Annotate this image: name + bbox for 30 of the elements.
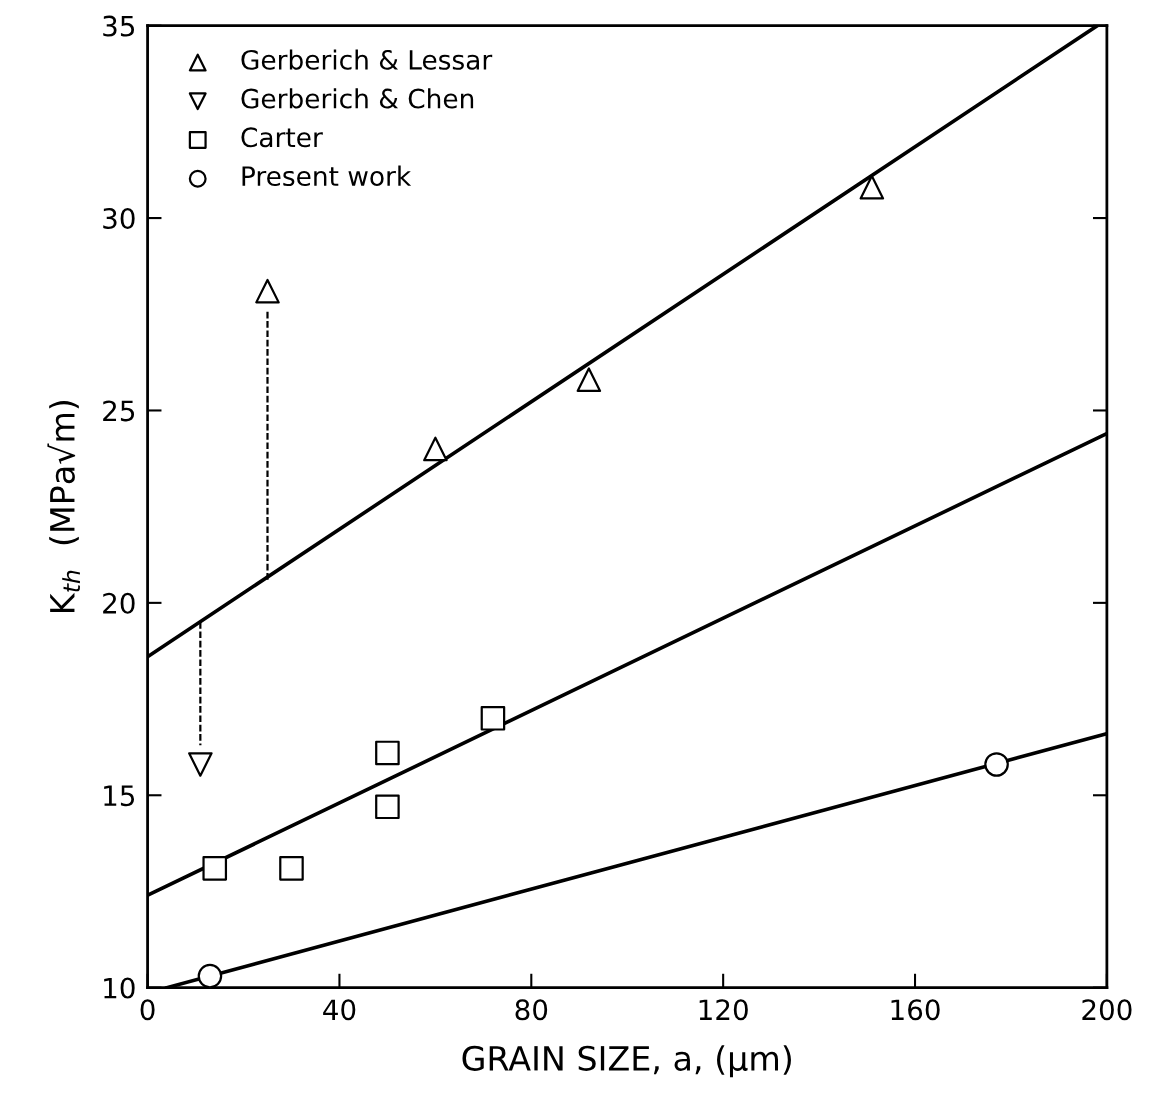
point — [188, 752, 213, 777]
point — [202, 856, 228, 881]
x-axis-title: GRAIN SIZE, a, (μm) — [462, 1045, 791, 1078]
x-tick-label: 200 — [1082, 999, 1132, 1021]
y-tick-label: 20 — [103, 592, 135, 614]
y-axis-title: K$_{th}$ (MPa√m) — [47, 400, 80, 613]
point — [423, 436, 448, 462]
point — [197, 963, 223, 988]
legend-label: Carter — [241, 127, 323, 148]
x-tick-label: 40 — [323, 999, 356, 1021]
point — [255, 278, 280, 304]
point — [279, 856, 304, 881]
point — [375, 740, 400, 766]
legend-label: Gerberich & Lessar — [241, 49, 493, 70]
point — [859, 174, 885, 200]
point — [576, 367, 602, 392]
y-tick-label: 30 — [103, 208, 135, 230]
y-tick-label: 25 — [103, 400, 135, 422]
y-tick-label: 10 — [104, 977, 135, 999]
legend-label: Gerberich & Chen — [241, 88, 474, 109]
x-tick-label: 160 — [891, 999, 940, 1021]
x-tick-label: 80 — [515, 999, 548, 1021]
y-tick-label: 15 — [104, 785, 135, 807]
point — [480, 706, 506, 731]
x-tick-label: 120 — [699, 999, 748, 1021]
point — [984, 752, 1009, 777]
x-tick-label: 0 — [140, 999, 155, 1021]
legend-label: Present work — [242, 165, 412, 187]
point — [375, 794, 400, 820]
y-tick-label: 35 — [103, 15, 135, 37]
